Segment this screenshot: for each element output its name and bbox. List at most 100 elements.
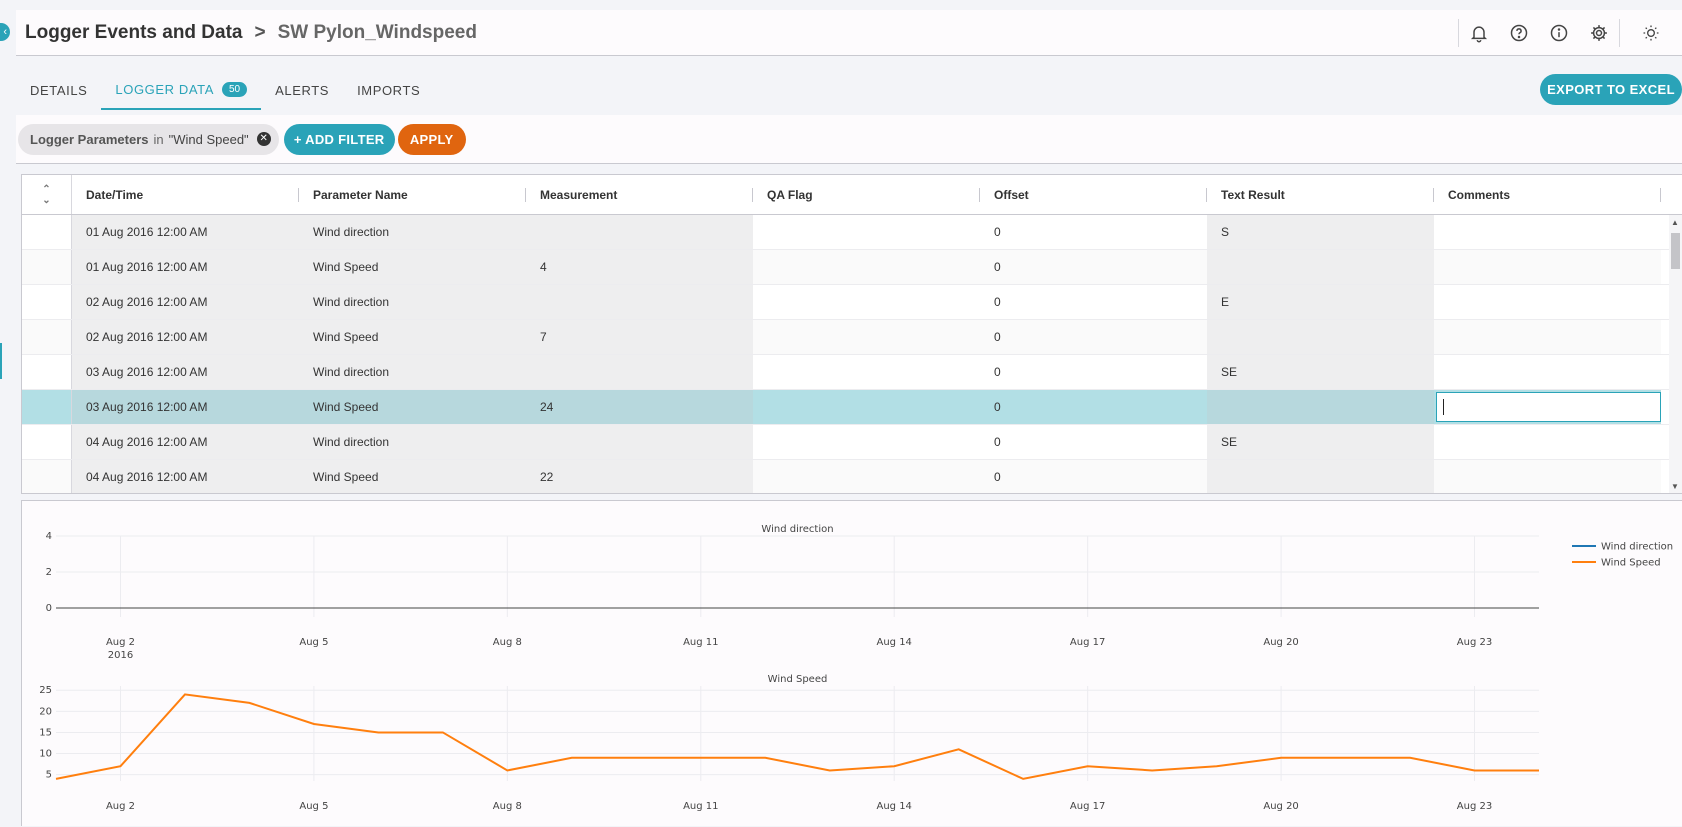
row-selector[interactable] xyxy=(22,250,72,284)
row-selector[interactable] xyxy=(22,285,72,319)
column-header-offset[interactable]: Offset xyxy=(980,175,1207,214)
scroll-up-icon[interactable]: ▲ xyxy=(1671,218,1679,227)
bell-icon[interactable] xyxy=(1459,10,1499,56)
table-row[interactable]: 04 Aug 2016 12:00 AM Wind Speed 22 0 xyxy=(22,460,1682,494)
cell-offset[interactable]: 0 xyxy=(980,460,1207,494)
help-icon[interactable] xyxy=(1499,10,1539,56)
row-selector[interactable] xyxy=(22,460,72,494)
cell-offset[interactable]: 0 xyxy=(980,320,1207,354)
table-row[interactable]: 03 Aug 2016 12:00 AM Wind direction 0 SE xyxy=(22,355,1682,390)
apply-button[interactable]: APPLY xyxy=(398,124,466,155)
row-selector[interactable] xyxy=(22,320,72,354)
cell-measurement[interactable]: 7 xyxy=(526,320,753,354)
cell-datetime[interactable]: 01 Aug 2016 12:00 AM xyxy=(72,215,299,249)
info-icon[interactable] xyxy=(1539,10,1579,56)
cell-qa-flag[interactable] xyxy=(753,215,980,249)
gear-icon[interactable] xyxy=(1579,10,1619,56)
cell-qa-flag[interactable] xyxy=(753,355,980,389)
table-row[interactable]: 04 Aug 2016 12:00 AM Wind direction 0 SE xyxy=(22,425,1682,460)
cell-offset[interactable]: 0 xyxy=(980,425,1207,459)
cell-text-result[interactable] xyxy=(1207,390,1434,424)
filter-chip[interactable]: Logger Parameters in "Wind Speed" ✕ xyxy=(18,124,279,155)
cell-comments[interactable] xyxy=(1434,460,1661,494)
brightness-icon[interactable] xyxy=(1620,10,1682,56)
cell-comments[interactable] xyxy=(1434,425,1661,459)
table-row[interactable]: 02 Aug 2016 12:00 AM Wind Speed 7 0 xyxy=(22,320,1682,355)
row-selector[interactable] xyxy=(22,355,72,389)
cell-datetime[interactable]: 04 Aug 2016 12:00 AM xyxy=(72,425,299,459)
column-header-text-result[interactable]: Text Result xyxy=(1207,175,1434,214)
cell-datetime[interactable]: 03 Aug 2016 12:00 AM xyxy=(72,355,299,389)
cell-measurement[interactable]: 22 xyxy=(526,460,753,494)
collapse-sidebar-icon[interactable]: ‹ xyxy=(0,23,10,41)
cell-qa-flag[interactable] xyxy=(753,320,980,354)
cell-parameter-name[interactable]: Wind Speed xyxy=(299,320,526,354)
cell-offset[interactable]: 0 xyxy=(980,355,1207,389)
tab-alerts[interactable]: ALERTS xyxy=(261,70,343,110)
cell-parameter-name[interactable]: Wind direction xyxy=(299,285,526,319)
cell-text-result[interactable]: S xyxy=(1207,215,1434,249)
cell-text-result[interactable]: SE xyxy=(1207,355,1434,389)
table-row[interactable]: 01 Aug 2016 12:00 AM Wind direction 0 S xyxy=(22,215,1682,250)
cell-qa-flag[interactable] xyxy=(753,460,980,494)
cell-datetime[interactable]: 03 Aug 2016 12:00 AM xyxy=(72,390,299,424)
cell-measurement[interactable] xyxy=(526,215,753,249)
cell-text-result[interactable] xyxy=(1207,460,1434,494)
table-row-selected[interactable]: 03 Aug 2016 12:00 AM Wind Speed 24 0 xyxy=(22,390,1682,425)
table-row[interactable]: 02 Aug 2016 12:00 AM Wind direction 0 E xyxy=(22,285,1682,320)
cell-parameter-name[interactable]: Wind direction xyxy=(299,355,526,389)
column-header-datetime[interactable]: Date/Time xyxy=(72,175,299,214)
table-row[interactable]: 01 Aug 2016 12:00 AM Wind Speed 4 0 xyxy=(22,250,1682,285)
cell-datetime[interactable]: 02 Aug 2016 12:00 AM xyxy=(72,285,299,319)
cell-measurement[interactable] xyxy=(526,425,753,459)
column-header-parameter-name[interactable]: Parameter Name xyxy=(299,175,526,214)
column-header-measurement[interactable]: Measurement xyxy=(526,175,753,214)
cell-measurement[interactable] xyxy=(526,285,753,319)
cell-comments[interactable] xyxy=(1434,285,1661,319)
cell-parameter-name[interactable]: Wind Speed xyxy=(299,250,526,284)
cell-comments[interactable] xyxy=(1434,250,1661,284)
cell-qa-flag[interactable] xyxy=(753,285,980,319)
cell-comments[interactable] xyxy=(1434,215,1661,249)
cell-parameter-name[interactable]: Wind Speed xyxy=(299,390,526,424)
sort-toggle-icon[interactable]: ⌃⌄ xyxy=(22,175,72,214)
row-selector[interactable] xyxy=(22,215,72,249)
cell-offset[interactable]: 0 xyxy=(980,250,1207,284)
cell-measurement[interactable]: 24 xyxy=(526,390,753,424)
add-filter-button[interactable]: + ADD FILTER xyxy=(284,124,395,155)
cell-offset[interactable]: 0 xyxy=(980,285,1207,319)
breadcrumb-root[interactable]: Logger Events and Data xyxy=(25,22,243,44)
scroll-thumb[interactable] xyxy=(1671,233,1680,269)
remove-filter-icon[interactable]: ✕ xyxy=(257,132,271,146)
tab-logger-data[interactable]: LOGGER DATA 50 xyxy=(101,70,261,110)
cell-measurement[interactable] xyxy=(526,355,753,389)
cell-text-result[interactable] xyxy=(1207,320,1434,354)
cell-datetime[interactable]: 04 Aug 2016 12:00 AM xyxy=(72,460,299,494)
cell-qa-flag[interactable] xyxy=(753,250,980,284)
row-selector[interactable] xyxy=(22,425,72,459)
cell-measurement[interactable]: 4 xyxy=(526,250,753,284)
column-header-comments[interactable]: Comments xyxy=(1434,175,1661,214)
cell-text-result[interactable]: SE xyxy=(1207,425,1434,459)
cell-qa-flag[interactable] xyxy=(753,425,980,459)
cell-parameter-name[interactable]: Wind direction xyxy=(299,215,526,249)
cell-offset[interactable]: 0 xyxy=(980,390,1207,424)
cell-comments[interactable] xyxy=(1434,320,1661,354)
tab-imports[interactable]: IMPORTS xyxy=(343,70,434,110)
cell-datetime[interactable]: 02 Aug 2016 12:00 AM xyxy=(72,320,299,354)
cell-parameter-name[interactable]: Wind direction xyxy=(299,425,526,459)
scroll-down-icon[interactable]: ▼ xyxy=(1671,482,1679,491)
cell-text-result[interactable]: E xyxy=(1207,285,1434,319)
grid-scrollbar[interactable]: ▲ ▼ xyxy=(1669,215,1682,494)
row-selector[interactable] xyxy=(22,390,72,424)
cell-comments-editing[interactable] xyxy=(1434,390,1661,424)
cell-offset[interactable]: 0 xyxy=(980,215,1207,249)
cell-qa-flag[interactable] xyxy=(753,390,980,424)
cell-parameter-name[interactable]: Wind Speed xyxy=(299,460,526,494)
cell-datetime[interactable]: 01 Aug 2016 12:00 AM xyxy=(72,250,299,284)
column-header-qa-flag[interactable]: QA Flag xyxy=(753,175,980,214)
comments-input[interactable] xyxy=(1436,392,1661,422)
tab-details[interactable]: DETAILS xyxy=(16,70,101,110)
export-to-excel-button[interactable]: EXPORT TO EXCEL xyxy=(1540,74,1682,105)
cell-text-result[interactable] xyxy=(1207,250,1434,284)
